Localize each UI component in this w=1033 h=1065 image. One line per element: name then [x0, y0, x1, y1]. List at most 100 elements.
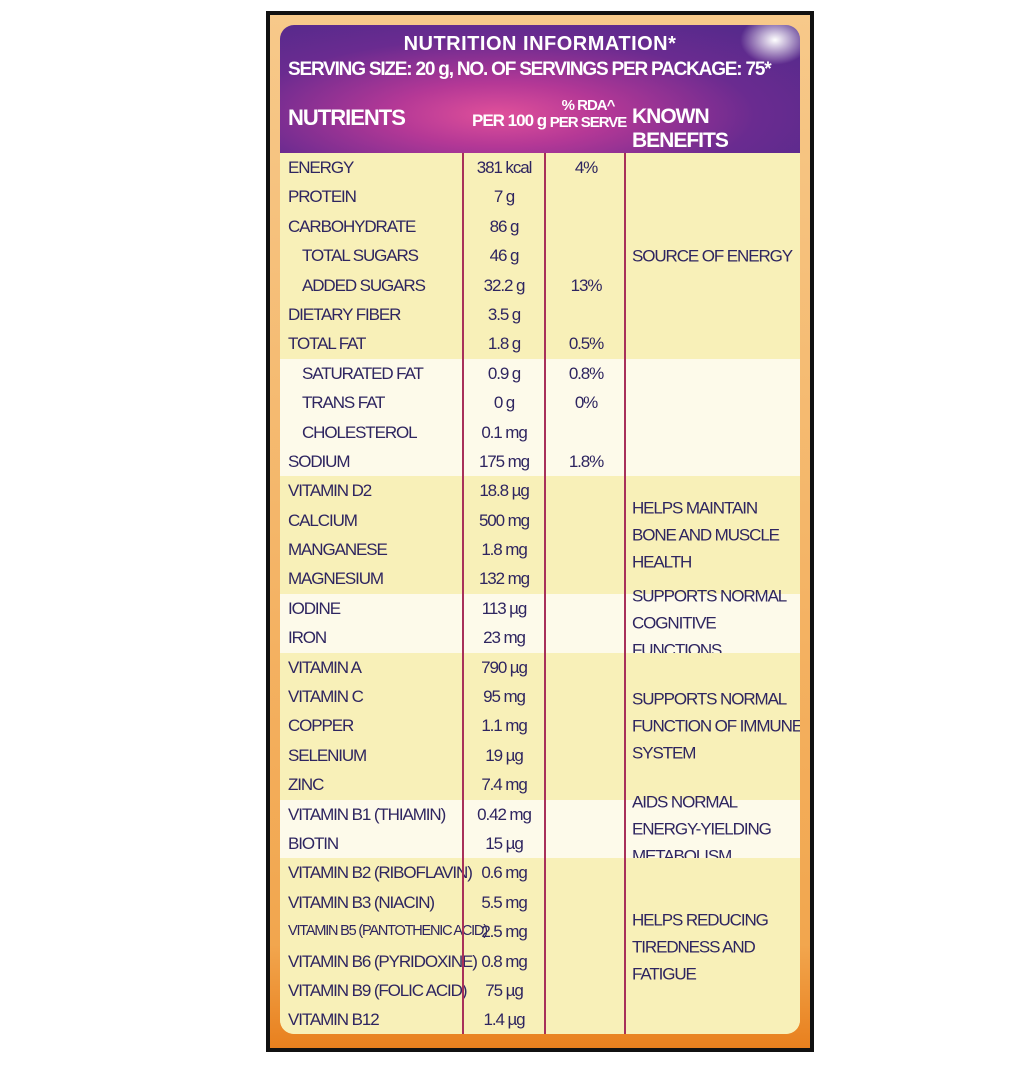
table-row: TOTAL SUGARS 46 g: [280, 241, 800, 270]
per100-value: 132 mg: [478, 569, 530, 589]
per100-value: 5.5 mg: [481, 892, 527, 912]
per100-value: 19 µg: [485, 745, 523, 765]
per100-value: 1.4 µg: [483, 1010, 525, 1030]
rda-value: 0.8%: [568, 363, 604, 383]
nutrient-name: VITAMIN B3 (NIACIN): [288, 892, 435, 912]
per100-value: 46 g: [489, 246, 520, 266]
table-row: VITAMIN C 95 mg: [280, 682, 800, 711]
table-row: COPPER 1.1 mg: [280, 711, 800, 740]
known-benefit: HELPS MAINTAIN BONE AND MUSCLE HEALTH: [632, 498, 780, 572]
nutrient-name: IRON: [288, 628, 327, 648]
table-row: SELENIUM 19 µg: [280, 741, 800, 770]
per100-value: 0.9 g: [487, 363, 521, 383]
nutrient-name: TOTAL FAT: [288, 334, 366, 354]
nutrient-name: SELENIUM: [288, 745, 367, 765]
nutrient-group: IODINE 113 µg IRON 23 mg SUPPORTS NORMAL COG…: [280, 587, 800, 660]
known-benefit: SUPPORTS NORMAL COGNITIVE FUNCTIONS: [632, 586, 787, 660]
nutrient-name: TRANS FAT: [302, 393, 385, 413]
nutrient-name: TOTAL SUGARS: [302, 246, 419, 266]
table-row: CARBOHYDRATE 86 g: [280, 212, 800, 241]
nutrient-table: ENERGY 381 kcal 4% PROTEIN 7 g CARBOHYDRATE 86…: [280, 153, 800, 1034]
nutrient-name: VITAMIN B12: [288, 1010, 380, 1030]
per100-value: 0 g: [493, 393, 515, 413]
table-row: VITAMIN D2 18.8 µg: [280, 476, 800, 505]
nutrient-name: BIOTIN: [288, 833, 339, 853]
per100-value: 86 g: [489, 216, 520, 236]
nutrient-name: SATURATED FAT: [302, 363, 424, 383]
nutrient-name: CALCIUM: [288, 510, 358, 530]
known-benefit: AIDS NORMAL ENERGY-YIELDING METABOLISM: [632, 792, 772, 866]
nutrient-name: VITAMIN A: [288, 657, 362, 677]
label-border: NUTRITION INFORMATION* SERVING SIZE: 20 …: [270, 15, 810, 1048]
col-header-per100: PER 100 g: [472, 111, 547, 130]
nutrient-group: ENERGY 381 kcal 4% PROTEIN 7 g CARBOHYDRATE 86…: [280, 153, 800, 359]
nutrient-name: VITAMIN D2: [288, 481, 372, 501]
table-row: BIOTIN 15 µg: [280, 829, 800, 858]
rda-value: 4%: [574, 158, 598, 177]
per100-value: 0.42 mg: [477, 804, 532, 824]
per100-value: 0.6 mg: [481, 863, 527, 883]
per100-value: 7 g: [493, 187, 515, 207]
nutrient-name: MAGNESIUM: [288, 569, 384, 589]
table-row: VITAMIN B2 (RIBOFLAVIN) 0.6 mg: [280, 858, 800, 887]
table-row: VITAMIN B5 (PANTOTHENIC ACID) 2.5 mg: [280, 917, 800, 946]
table-row: IODINE 113 µg: [280, 594, 800, 623]
table-row: CALCIUM 500 mg: [280, 506, 800, 535]
nutrient-name: VITAMIN C: [288, 687, 364, 707]
nutrient-name: COPPER: [288, 716, 354, 736]
nutrient-name: VITAMIN B2 (RIBOFLAVIN): [288, 863, 473, 883]
col-header-rda: % RDA^ PER SERVE: [546, 97, 630, 131]
table-row: VITAMIN B3 (NIACIN) 5.5 mg: [280, 888, 800, 917]
table-row: VITAMIN B12 1.4 µg: [280, 1005, 800, 1034]
per100-value: 1.1 mg: [481, 716, 527, 736]
per100-value: 32.2 g: [483, 275, 526, 295]
column-divider: [544, 153, 546, 1034]
column-divider: [624, 153, 626, 1034]
panel-title: NUTRITION INFORMATION*: [403, 33, 677, 55]
table-row: MANGANESE 1.8 mg: [280, 535, 800, 564]
per100-value: 175 mg: [478, 451, 530, 471]
nutrient-group: VITAMIN B1 (THIAMIN) 0.42 mg BIOTIN 15 µg AI…: [280, 792, 800, 865]
column-divider: [462, 153, 464, 1034]
known-benefit: SUPPORTS NORMAL FUNCTION OF IMMUNE SYSTE…: [632, 689, 800, 763]
rda-value: 0%: [574, 393, 598, 413]
rda-value: 1.8%: [568, 451, 604, 471]
known-benefit: SOURCE OF ENERGY: [632, 246, 793, 266]
nutrient-group: VITAMIN B2 (RIBOFLAVIN) 0.6 mg VITAMIN B3 …: [280, 858, 800, 1034]
per100-value: 23 mg: [483, 628, 526, 648]
nutrient-name: ADDED SUGARS: [302, 275, 426, 295]
table-row: VITAMIN A 790 µg: [280, 653, 800, 682]
per100-value: 500 mg: [478, 510, 530, 530]
nutrient-name: SODIUM: [288, 451, 351, 471]
col-header-nutrients: NUTRIENTS: [288, 105, 406, 130]
per100-value: 3.5 g: [487, 304, 521, 324]
table-row: VITAMIN B1 (THIAMIN) 0.42 mg: [280, 800, 800, 829]
nutrient-name: ZINC: [288, 775, 324, 795]
nutrient-name: VITAMIN B6 (PYRIDOXINE): [288, 951, 478, 971]
table-row: SODIUM 175 mg 1.8%: [280, 447, 800, 476]
table-row: ADDED SUGARS 32.2 g 13%: [280, 271, 800, 300]
col-header-benefits: KNOWN BENEFITS: [632, 105, 729, 152]
table-row: IRON 23 mg: [280, 623, 800, 652]
per100-value: 381 kcal: [476, 158, 533, 177]
rda-line-1: % RDA^: [561, 97, 616, 114]
rda-value: 13%: [570, 275, 603, 295]
serving-info: SERVING SIZE: 20 g, NO. OF SERVINGS PER …: [288, 59, 772, 80]
nutrient-name: VITAMIN B5 (PANTOTHENIC ACID): [288, 923, 488, 940]
rda-line-2: PER SERVE: [549, 114, 628, 131]
nutrient-name: VITAMIN B1 (THIAMIN): [288, 804, 446, 824]
table-row: ZINC 7.4 mg: [280, 770, 800, 799]
nutrient-name: ENERGY: [288, 158, 354, 177]
per100-value: 2.5 mg: [481, 922, 527, 942]
known-benefit: HELPS REDUCING TIREDNESS AND FATIGUE: [632, 910, 769, 984]
per100-value: 15 µg: [485, 833, 523, 853]
nutrient-name: MANGANESE: [288, 540, 388, 560]
per100-value: 18.8 µg: [479, 481, 529, 501]
per100-value: 75 µg: [485, 980, 523, 1000]
per100-value: 1.8 g: [487, 334, 521, 354]
table-row: ENERGY 381 kcal 4%: [280, 153, 800, 182]
nutrient-name: CHOLESTEROL: [302, 422, 418, 442]
per100-value: 0.8 mg: [481, 951, 527, 971]
nutrient-name: CARBOHYDRATE: [288, 216, 416, 236]
nutrient-name: DIETARY FIBER: [288, 304, 401, 324]
